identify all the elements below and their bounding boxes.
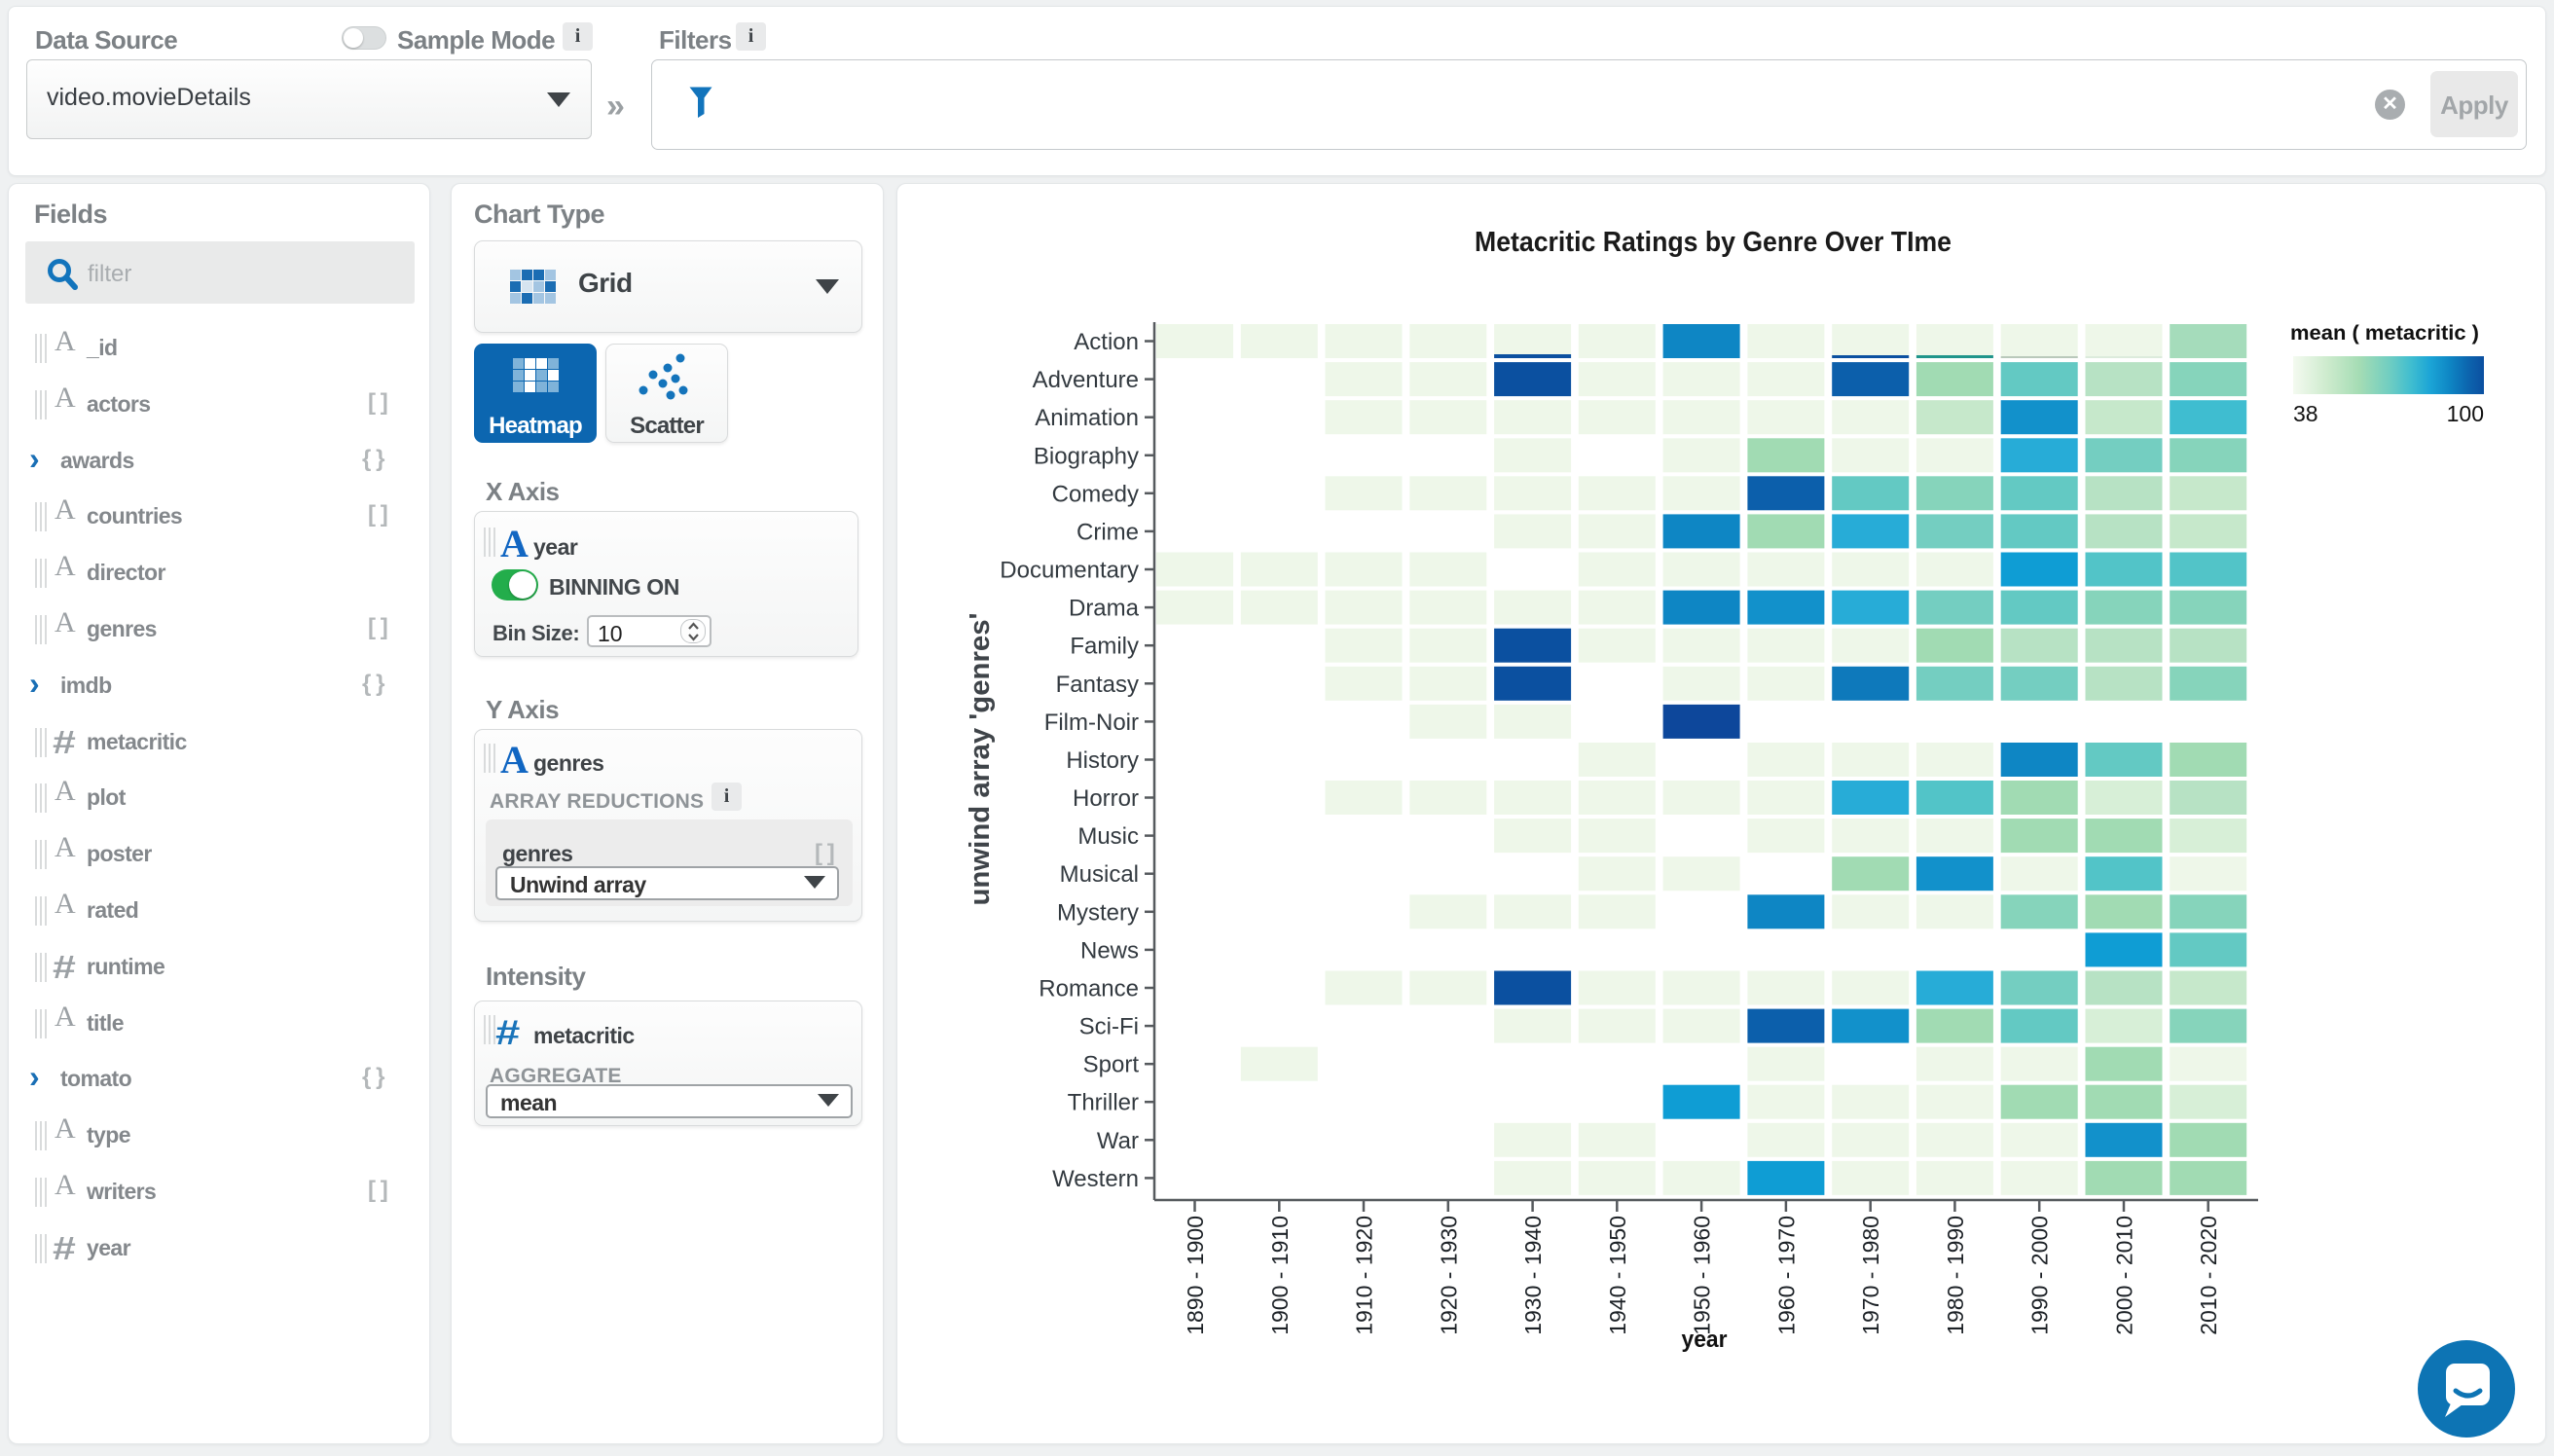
svg-text:Music: Music xyxy=(1077,823,1139,850)
svg-text:1890 - 1900: 1890 - 1900 xyxy=(1183,1216,1208,1335)
svg-text:Film-Noir: Film-Noir xyxy=(1044,710,1139,736)
svg-text:Horror: Horror xyxy=(1073,785,1139,812)
svg-text:Romance: Romance xyxy=(1039,976,1139,1002)
svg-text:1970 - 1980: 1970 - 1980 xyxy=(1858,1216,1883,1335)
svg-text:Crime: Crime xyxy=(1076,519,1139,545)
svg-text:unwind array 'genres': unwind array 'genres' xyxy=(965,613,996,906)
svg-text:1980 - 1990: 1980 - 1990 xyxy=(1943,1216,1968,1335)
svg-text:2010 - 2020: 2010 - 2020 xyxy=(2196,1216,2221,1335)
svg-text:1930 - 1940: 1930 - 1940 xyxy=(1520,1216,1546,1335)
svg-text:Action: Action xyxy=(1074,329,1139,355)
svg-text:Musical: Musical xyxy=(1060,861,1139,888)
svg-text:Animation: Animation xyxy=(1035,405,1139,431)
svg-text:mean ( metacritic ): mean ( metacritic ) xyxy=(2290,322,2479,345)
svg-text:Sci-Fi: Sci-Fi xyxy=(1079,1014,1139,1040)
svg-text:Western: Western xyxy=(1052,1166,1139,1192)
svg-text:Sport: Sport xyxy=(1083,1052,1140,1078)
svg-text:Drama: Drama xyxy=(1069,596,1140,622)
svg-text:Comedy: Comedy xyxy=(1052,481,1139,507)
svg-text:year: year xyxy=(1682,1327,1728,1353)
svg-text:1950 - 1960: 1950 - 1960 xyxy=(1690,1216,1715,1335)
svg-text:Metacritic Ratings by Genre Ov: Metacritic Ratings by Genre Over TIme xyxy=(1475,227,1952,258)
svg-text:Biography: Biography xyxy=(1034,443,1139,469)
svg-text:1910 - 1920: 1910 - 1920 xyxy=(1352,1216,1377,1335)
svg-text:History: History xyxy=(1066,747,1139,774)
svg-text:2000 - 2010: 2000 - 2010 xyxy=(2112,1216,2137,1335)
svg-text:1960 - 1970: 1960 - 1970 xyxy=(1773,1216,1799,1335)
svg-text:Documentary: Documentary xyxy=(1000,558,1139,584)
svg-text:1990 - 2000: 1990 - 2000 xyxy=(2027,1216,2053,1335)
svg-text:Adventure: Adventure xyxy=(1033,367,1139,393)
svg-text:1940 - 1950: 1940 - 1950 xyxy=(1605,1216,1630,1335)
svg-text:Thriller: Thriller xyxy=(1068,1090,1139,1116)
svg-text:100: 100 xyxy=(2447,401,2484,426)
svg-text:1900 - 1910: 1900 - 1910 xyxy=(1267,1216,1293,1335)
svg-text:News: News xyxy=(1080,937,1139,964)
svg-text:War: War xyxy=(1097,1128,1139,1154)
svg-text:Family: Family xyxy=(1070,634,1139,660)
svg-text:Fantasy: Fantasy xyxy=(1056,672,1139,698)
svg-text:1920 - 1930: 1920 - 1930 xyxy=(1436,1216,1461,1335)
svg-text:38: 38 xyxy=(2293,401,2318,426)
svg-text:Mystery: Mystery xyxy=(1057,899,1139,926)
